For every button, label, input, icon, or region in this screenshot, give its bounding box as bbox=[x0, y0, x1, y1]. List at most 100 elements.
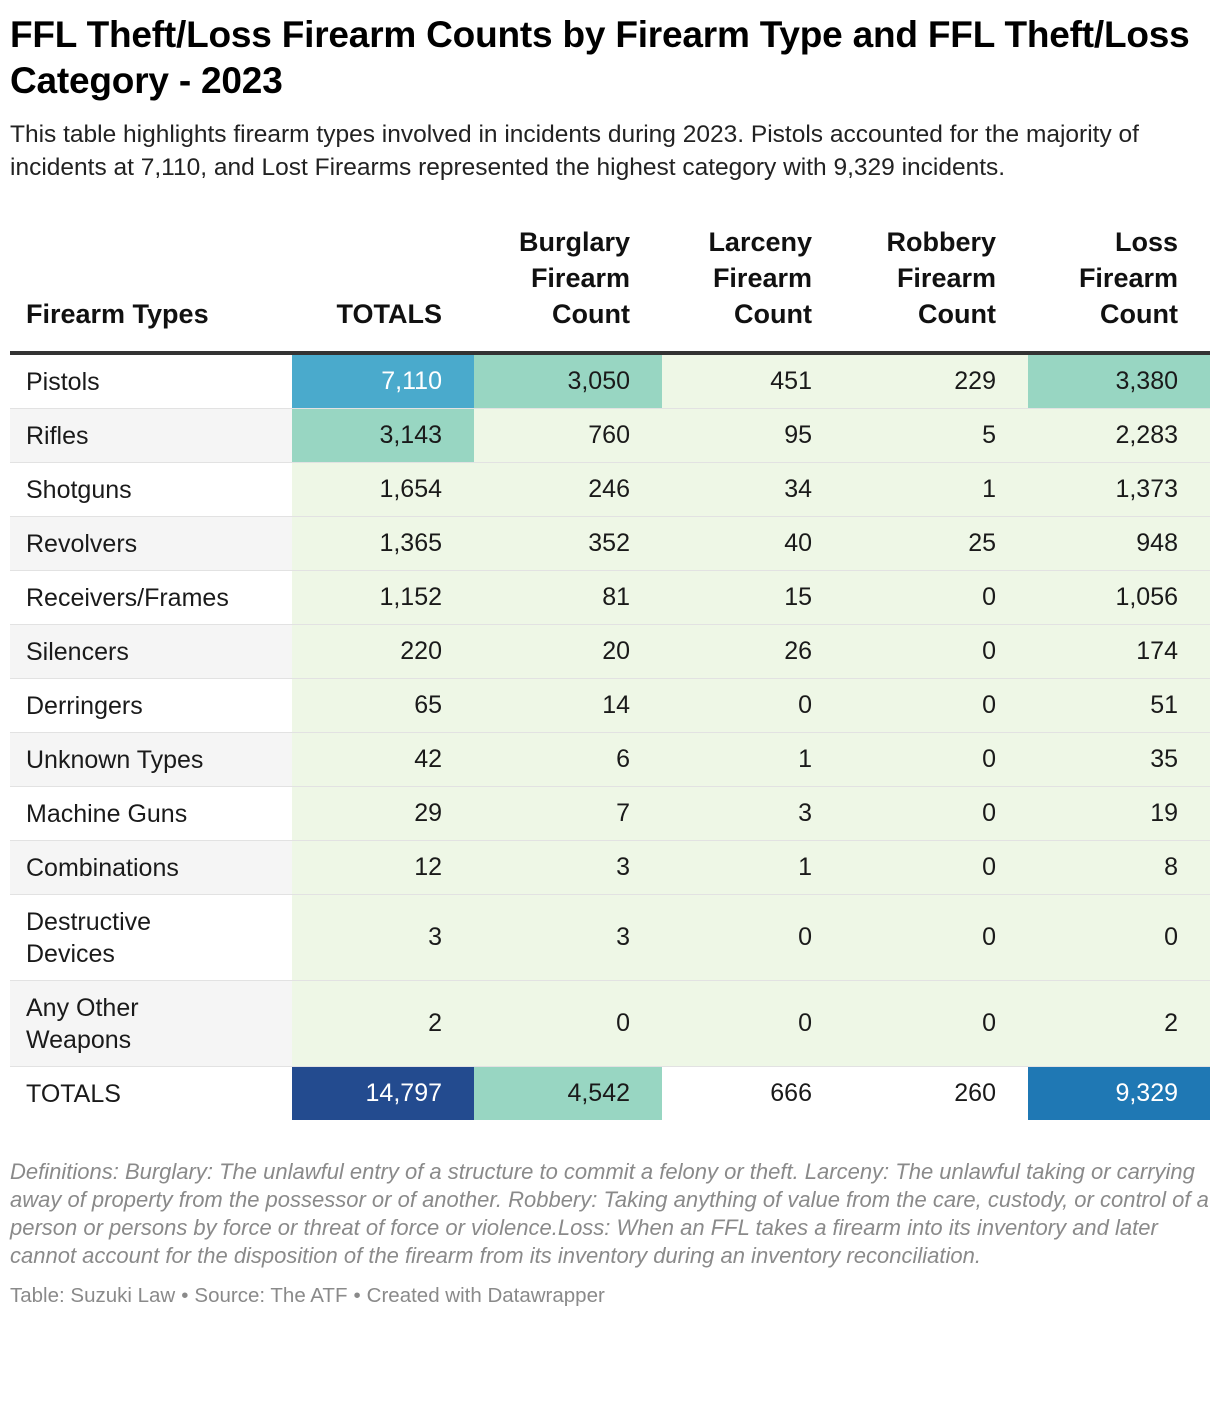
row-label: TOTALS bbox=[10, 1066, 292, 1120]
table-cell: 35 bbox=[1028, 732, 1210, 787]
table-cell: 1,373 bbox=[1028, 462, 1210, 517]
table-row: Machine Guns 29 7 3 0 19 bbox=[10, 786, 1210, 841]
column-header[interactable]: TOTALS bbox=[336, 299, 443, 329]
column-header[interactable]: Firearm Types bbox=[26, 299, 209, 329]
row-label: Any Other Weapons bbox=[10, 980, 292, 1067]
table-cell: 51 bbox=[1028, 678, 1210, 733]
table-cell: 352 bbox=[474, 516, 662, 571]
table-row: Any Other Weapons 2 0 0 0 2 bbox=[10, 980, 1210, 1067]
table-cell: 0 bbox=[662, 678, 844, 733]
table-cell: 3 bbox=[662, 786, 844, 841]
table-cell: 246 bbox=[474, 462, 662, 517]
table-cell: 95 bbox=[662, 408, 844, 463]
table-cell: 229 bbox=[844, 353, 1028, 409]
table-cell: 42 bbox=[292, 732, 474, 787]
table-row: Pistols 7,110 3,050 451 229 3,380 bbox=[10, 353, 1210, 409]
table-cell: 4,542 bbox=[474, 1066, 662, 1120]
table-cell: 174 bbox=[1028, 624, 1210, 679]
table-cell: 451 bbox=[662, 353, 844, 409]
table-cell: 1,654 bbox=[292, 462, 474, 517]
table-row: Destructive Devices 3 3 0 0 0 bbox=[10, 894, 1210, 981]
column-header[interactable]: Larceny Firearm Count bbox=[708, 227, 812, 329]
table-cell: 948 bbox=[1028, 516, 1210, 571]
column-header[interactable]: Loss Firearm Count bbox=[1078, 227, 1178, 329]
table-cell: 81 bbox=[474, 570, 662, 625]
chart-title: FFL Theft/Loss Firearm Counts by Firearm… bbox=[10, 14, 1190, 101]
table-cell: 9,329 bbox=[1028, 1066, 1210, 1120]
row-label: Combinations bbox=[10, 840, 292, 895]
footer: Table: Suzuki Law • Source: The ATF • Create… bbox=[10, 1283, 1210, 1309]
table-cell: 0 bbox=[844, 678, 1028, 733]
table-cell: 15 bbox=[662, 570, 844, 625]
table-header-row: Firearm Types TOTALS Burglary Firearm Co… bbox=[10, 224, 1210, 353]
table-cell: 5 bbox=[844, 408, 1028, 463]
row-label: Revolvers bbox=[10, 516, 292, 571]
row-label: Pistols bbox=[10, 353, 292, 409]
row-label: Receivers/Frames bbox=[10, 570, 292, 625]
row-label: Destructive Devices bbox=[10, 894, 292, 981]
table-cell: 26 bbox=[662, 624, 844, 679]
table-cell: 0 bbox=[662, 980, 844, 1067]
table-cell: 3,050 bbox=[474, 353, 662, 409]
footer-table-by: Table: Suzuki Law bbox=[10, 1284, 176, 1307]
table-cell: 14 bbox=[474, 678, 662, 733]
table-row: Shotguns 1,654 246 34 1 1,373 bbox=[10, 462, 1210, 517]
table-cell: 40 bbox=[662, 516, 844, 571]
table-row: Derringers 65 14 0 0 51 bbox=[10, 678, 1210, 733]
footer-source: Source: The ATF bbox=[194, 1284, 348, 1307]
table-row: Revolvers 1,365 352 40 25 948 bbox=[10, 516, 1210, 571]
table-cell: 3,380 bbox=[1028, 353, 1210, 409]
table-cell: 7 bbox=[474, 786, 662, 841]
table-cell: 0 bbox=[844, 980, 1028, 1067]
table-cell: 19 bbox=[1028, 786, 1210, 841]
table-cell: 3 bbox=[292, 894, 474, 981]
table-cell: 1 bbox=[662, 840, 844, 895]
table-cell: 0 bbox=[844, 840, 1028, 895]
row-label: Unknown Types bbox=[10, 732, 292, 787]
totals-row: TOTALS 14,797 4,542 666 260 9,329 bbox=[10, 1066, 1210, 1120]
table-cell: 2 bbox=[292, 980, 474, 1067]
table-cell: 260 bbox=[954, 1079, 996, 1107]
table-cell: 0 bbox=[844, 624, 1028, 679]
column-header[interactable]: Burglary Firearm Count bbox=[518, 227, 630, 329]
footer-separator: • bbox=[181, 1284, 189, 1307]
table-cell: 220 bbox=[292, 624, 474, 679]
table-cell: 3 bbox=[474, 840, 662, 895]
table-cell: 0 bbox=[844, 570, 1028, 625]
row-label: Derringers bbox=[10, 678, 292, 733]
table-cell: 3 bbox=[474, 894, 662, 981]
table-cell: 20 bbox=[474, 624, 662, 679]
table-cell: 760 bbox=[474, 408, 662, 463]
definitions-note: Definitions: Burglary: The unlawful entr… bbox=[10, 1159, 1209, 1268]
table-cell: 65 bbox=[292, 678, 474, 733]
footer-created: Created with Datawrapper bbox=[366, 1284, 605, 1307]
column-header[interactable]: Robbery Firearm Count bbox=[886, 227, 996, 329]
table-cell: 3,143 bbox=[292, 408, 474, 463]
row-label: Machine Guns bbox=[10, 786, 292, 841]
table-row: Combinations 12 3 1 0 8 bbox=[10, 840, 1210, 895]
table-cell: 34 bbox=[662, 462, 844, 517]
row-label: Silencers bbox=[10, 624, 292, 679]
footer-separator: • bbox=[353, 1284, 361, 1307]
table-cell: 0 bbox=[662, 894, 844, 981]
table-cell: 7,110 bbox=[292, 353, 474, 409]
table-row: Silencers 220 20 26 0 174 bbox=[10, 624, 1210, 679]
table-cell: 0 bbox=[1028, 894, 1210, 981]
table-body: Pistols 7,110 3,050 451 229 3,380 Rifles 3,143 7… bbox=[10, 353, 1210, 1120]
table-cell: 25 bbox=[844, 516, 1028, 571]
table-cell: 666 bbox=[770, 1079, 812, 1107]
table-cell: 29 bbox=[292, 786, 474, 841]
table-cell: 0 bbox=[844, 786, 1028, 841]
table-row: Rifles 3,143 760 95 5 2,283 bbox=[10, 408, 1210, 463]
row-label: Rifles bbox=[10, 408, 292, 463]
table-cell: 1,056 bbox=[1028, 570, 1210, 625]
table-cell: 0 bbox=[474, 980, 662, 1067]
table-cell: 6 bbox=[474, 732, 662, 787]
table-row: Unknown Types 42 6 1 0 35 bbox=[10, 732, 1210, 787]
chart-subtitle: This table highlights firearm types invo… bbox=[10, 121, 1139, 181]
chart-container: FFL Theft/Loss Firearm Counts by Firearm… bbox=[10, 14, 1210, 1309]
table-cell: 1 bbox=[662, 732, 844, 787]
table-cell: 1 bbox=[844, 462, 1028, 517]
table-cell: 2,283 bbox=[1028, 408, 1210, 463]
data-table: Firearm Types TOTALS Burglary Firearm Co… bbox=[10, 224, 1210, 1120]
